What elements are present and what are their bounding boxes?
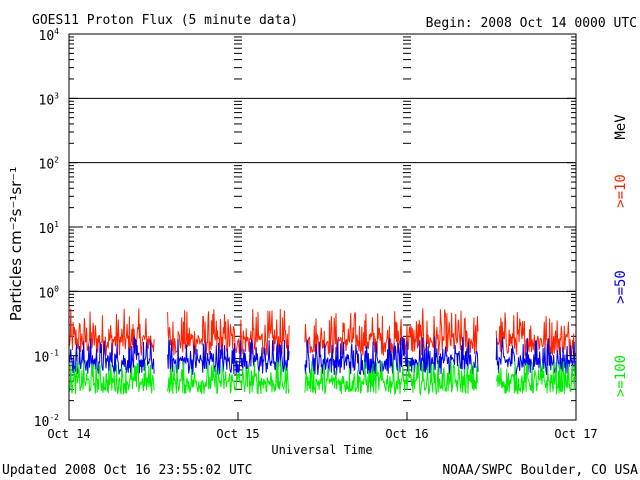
y-tick-label: 103 [39,91,60,108]
series-line [68,308,577,357]
updated-timestamp: Updated 2008 Oct 16 23:55:02 UTC [2,463,252,478]
chart-title: GOES11 Proton Flux (5 minute data) [32,13,298,28]
y-tick-label: 102 [39,156,60,173]
y-axis-label: Particles cm⁻²s⁻¹sr⁻¹ [7,167,25,321]
x-tick-label: Oct 16 [385,427,428,441]
grid-lines [69,97,576,292]
y-tick-label: 100 [39,284,60,301]
x-axis-ticks: Oct 14 Oct 15 Oct 16 Oct 17 [47,412,598,441]
legend-label: >=100 [613,355,629,397]
x-tick-label: Oct 17 [554,427,597,441]
begin-time-label: Begin: 2008 Oct 14 0000 UTC [426,16,637,31]
x-tick-label: Oct 14 [47,427,90,441]
legend-label: >=10 [613,174,629,208]
y-tick-label: 10-1 [34,349,59,366]
y-axis-ticks: 10-2 10-1 100 101 102 103 104 [34,27,576,430]
x-axis-label: Universal Time [271,443,372,457]
legend-label: >=50 [613,270,629,304]
unit-label: MeV [613,114,629,140]
series-lines [68,308,577,397]
y-tick-label: 10-2 [34,413,59,430]
series-legend: >=10 >=50 >=100 [613,174,629,397]
y-tick-label: 101 [39,220,60,237]
series-line [68,336,577,377]
series-line [68,360,577,397]
y-tick-label: 104 [39,27,60,44]
credit-label: NOAA/SWPC Boulder, CO USA [442,463,638,478]
x-tick-label: Oct 15 [216,427,259,441]
